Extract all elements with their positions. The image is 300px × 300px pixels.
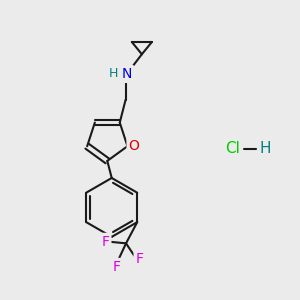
Text: F: F <box>136 252 144 266</box>
Text: H: H <box>109 68 118 80</box>
Text: F: F <box>112 260 120 274</box>
Text: Cl: Cl <box>225 141 240 156</box>
Text: N: N <box>122 67 132 81</box>
Text: H: H <box>259 141 271 156</box>
Text: F: F <box>101 235 110 249</box>
Text: O: O <box>128 139 140 153</box>
